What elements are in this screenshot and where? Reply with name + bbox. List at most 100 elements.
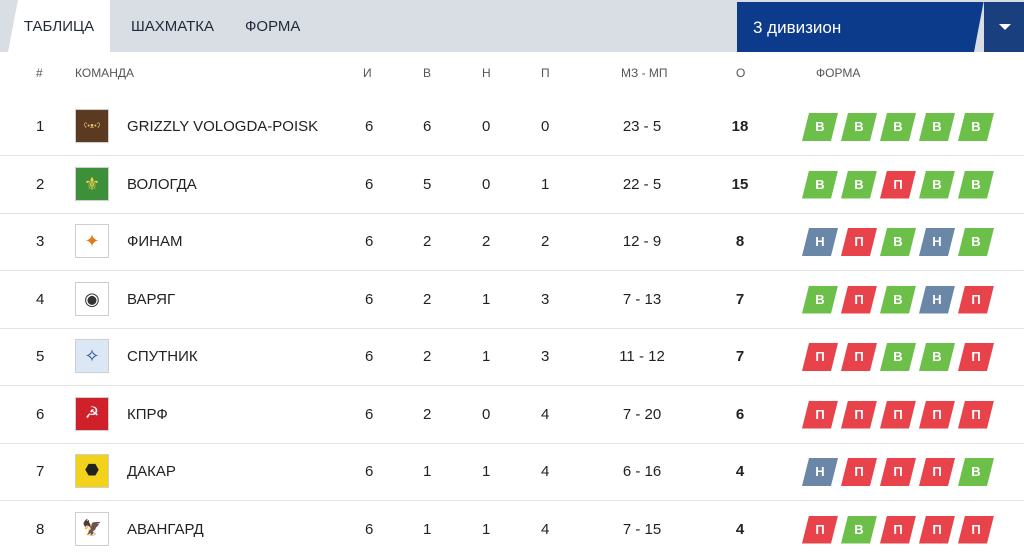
team-name[interactable]: КПРФ [127,405,168,423]
points: 7 [735,348,745,365]
team-name[interactable]: ДАКАР [127,463,176,480]
games-played: 6 [365,463,374,480]
row-position: 7 [36,463,45,480]
draws-count: 0 [482,405,491,423]
goals-ratio: 7 - 15 [622,520,662,538]
team-name[interactable]: СПУТНИК [127,348,198,365]
crest-icon: ⚜ [75,166,109,201]
team-name[interactable]: ВАРЯГ [127,290,176,308]
draws-count: 2 [482,233,491,250]
table-row[interactable]: 3 ФИНАМ 6 2 2 2 12 - 9 8 ✦ Н П В Н В [0,213,1024,271]
goals-ratio: 23 - 5 [622,118,662,135]
form-badge: П [958,516,994,544]
form-badge: П [919,516,955,544]
goals-ratio: 22 - 5 [622,175,662,193]
draws-count: 1 [482,463,491,480]
games-played: 6 [365,348,374,365]
form-badge: В [880,343,916,371]
form-badge: П [841,458,877,486]
tab-bar: ТАБЛИЦА ШАХМАТКА ФОРМА 3 дивизион [0,0,1024,52]
row-position: 2 [36,175,45,193]
col-draws-header: Н [482,66,491,80]
losses-count: 4 [541,463,550,480]
table-row[interactable]: 2 ВОЛОГДА 6 5 0 1 22 - 5 15 ⚜ В В П В В [0,156,1024,214]
division-dropdown-toggle[interactable] [984,2,1024,52]
form-badge: Н [919,228,955,256]
draws-count: 0 [482,175,491,193]
chevron-down-icon [999,24,1011,30]
col-wins-header: В [423,66,432,80]
team-name[interactable]: GRIZZLY VOLOGDA-POISK [127,118,319,135]
tab-shakhmatka[interactable]: ШАХМАТКА [131,18,214,35]
col-team-header: КОМАНДА [75,66,134,80]
form-badge: П [841,401,877,429]
form-badge: В [958,458,994,486]
form-badge: Н [802,458,838,486]
losses-count: 0 [541,118,550,135]
games-played: 6 [365,520,374,538]
table-row[interactable]: 6 КПРФ 6 2 0 4 7 - 20 6 ☭ П П П П П [0,386,1024,444]
form-badge: В [958,171,994,199]
form-badge: В [880,228,916,256]
row-position: 6 [36,405,45,423]
form-badge: П [841,228,877,256]
form-badge: П [880,458,916,486]
col-losses-header: П [541,66,550,80]
wins-count: 6 [423,118,432,135]
row-position: 4 [36,290,45,308]
wins-count: 2 [423,290,432,308]
table-row[interactable]: 5 СПУТНИК 6 2 1 3 11 - 12 7 ✧ П П В В П [0,328,1024,386]
games-played: 6 [365,290,374,308]
team-name[interactable]: ВОЛОГДА [127,175,197,193]
form-badge: В [841,171,877,199]
tab-forma[interactable]: ФОРМА [245,18,301,35]
points: 8 [735,233,745,250]
draws-count: 0 [482,118,491,135]
form-badge: Н [802,228,838,256]
table-row[interactable]: 4 ВАРЯГ 6 2 1 3 7 - 13 7 ◉ В П В Н П [0,271,1024,329]
col-points-header: О [736,66,746,80]
form-badge: П [880,171,916,199]
form-badge: П [880,516,916,544]
points: 4 [735,520,745,538]
wins-count: 5 [423,175,432,193]
form-badge: П [958,286,994,314]
goals-ratio: 6 - 16 [622,463,662,480]
points: 18 [731,118,749,135]
team-name[interactable]: ФИНАМ [127,233,183,250]
points: 4 [735,463,745,480]
form-badge: В [802,171,838,199]
form-badge: В [841,516,877,544]
form-badge: П [841,286,877,314]
wins-count: 2 [423,233,432,250]
form-badge: В [919,113,955,141]
losses-count: 2 [541,233,550,250]
division-select[interactable]: 3 дивизион [737,2,1024,52]
form-badge: П [958,401,994,429]
form-badge: В [802,113,838,141]
form-badge: П [802,343,838,371]
kprf-icon: ☭ [75,396,109,431]
varyag-icon: ◉ [75,281,109,316]
dakar-icon: ⬣ [75,454,109,488]
losses-count: 3 [541,348,550,365]
table-row[interactable]: 7 ДАКАР 6 1 1 4 6 - 16 4 ⬣ Н П П П В [0,443,1024,501]
table-row[interactable]: 8 АВАНГАРД 6 1 1 4 7 - 15 4 🦅 П В П П П [0,501,1024,554]
points: 6 [735,405,745,423]
tab-tablitsa[interactable]: ТАБЛИЦА [8,0,110,52]
team-name[interactable]: АВАНГАРД [127,520,204,538]
division-select-value: 3 дивизион [753,18,842,37]
form-badge: П [880,401,916,429]
form-badge: В [802,286,838,314]
draws-count: 1 [482,290,491,308]
col-games-header: И [363,66,372,80]
form-badge: В [841,113,877,141]
form-badge: В [919,171,955,199]
losses-count: 1 [541,175,550,193]
games-played: 6 [365,233,374,250]
form-badge: П [802,516,838,544]
table-row[interactable]: 1 GRIZZLY VOLOGDA-POISK 6 6 0 0 23 - 5 18 ʕ•ᴥ•ʔ В… [0,98,1024,156]
goals-ratio: 12 - 9 [622,233,662,250]
form-badge: П [919,401,955,429]
polar-bear-icon: ✧ [75,339,109,373]
